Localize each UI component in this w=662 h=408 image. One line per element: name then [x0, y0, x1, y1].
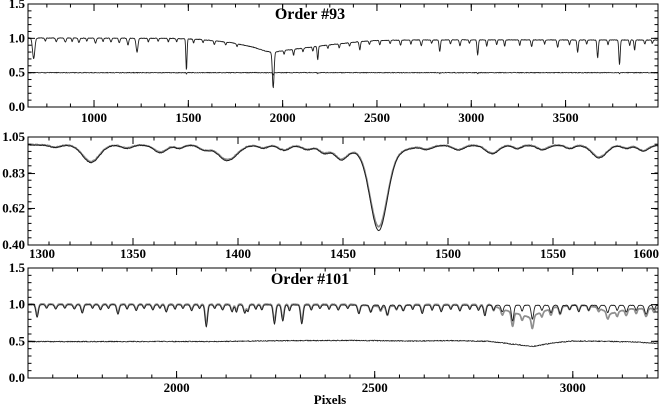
y-tick-label: 1.0: [9, 297, 25, 312]
plot-frame: [27, 136, 659, 246]
axis-ticks: [28, 3, 658, 108]
x-tick-label: 1450: [330, 246, 356, 261]
y-tick-label: 0.5: [9, 333, 26, 348]
y-tick-label: 1.0: [9, 30, 25, 45]
x-tick-label: 1350: [120, 246, 146, 261]
series-group: [28, 37, 658, 89]
x-tick-label: 1550: [540, 246, 566, 261]
y-tick-label: 1.5: [9, 0, 26, 11]
x-tick-label: 3000: [560, 380, 586, 395]
observed-spectrum: [28, 144, 658, 232]
axis-ticks: [27, 136, 659, 246]
x-tick-label: 1000: [81, 110, 107, 125]
template-spectrum: [28, 143, 658, 228]
y-tick-label: 0.62: [2, 200, 25, 215]
y-tick-label: 1.05: [2, 129, 25, 144]
y-tick-label: 0.83: [2, 166, 25, 181]
panel-3: 2000 2500 3000 0.0 0.5 1.0 1.5: [9, 260, 659, 395]
noise-trace: [28, 71, 658, 76]
panel-1: 1000 1500 2000 2500 3000 3500 0.0 0.5 1.0 1.5: [9, 0, 659, 125]
x-tick-label: 1400: [225, 246, 251, 261]
y-tick-label: 0.5: [9, 65, 26, 80]
x-tick-label: 2500: [364, 110, 390, 125]
x-tick-label: 3500: [553, 110, 579, 125]
observed-spectrum: [28, 37, 658, 89]
y-tick-label: 0.40: [2, 237, 25, 252]
x-tick-label: 1500: [175, 110, 201, 125]
x-tick-label: 1600: [633, 246, 659, 261]
x-tick-label: 2000: [164, 380, 190, 395]
x-tick-label: 2000: [270, 110, 296, 125]
series-group: [28, 303, 658, 348]
series-group: [28, 143, 658, 232]
y-tick-label: 1.5: [9, 260, 26, 275]
axis-ticks: [27, 267, 658, 379]
panel-2: 1300 1350 1400 1450 1500 1550 1600 0.40 0.62 0.83…: [2, 129, 659, 261]
plot-frame: [27, 267, 659, 379]
x-tick-label: 1300: [29, 246, 55, 261]
x-tick-label: 1500: [435, 246, 461, 261]
template-spectrum: [28, 303, 658, 330]
y-tick-label: 0.0: [9, 370, 25, 385]
plot-frame: [27, 3, 659, 108]
noise-trace: [28, 339, 658, 348]
y-tick-label: 0.0: [9, 99, 25, 114]
x-tick-label: 3000: [458, 110, 484, 125]
x-tick-label: 2500: [362, 380, 388, 395]
observed-spectrum: [28, 304, 658, 328]
